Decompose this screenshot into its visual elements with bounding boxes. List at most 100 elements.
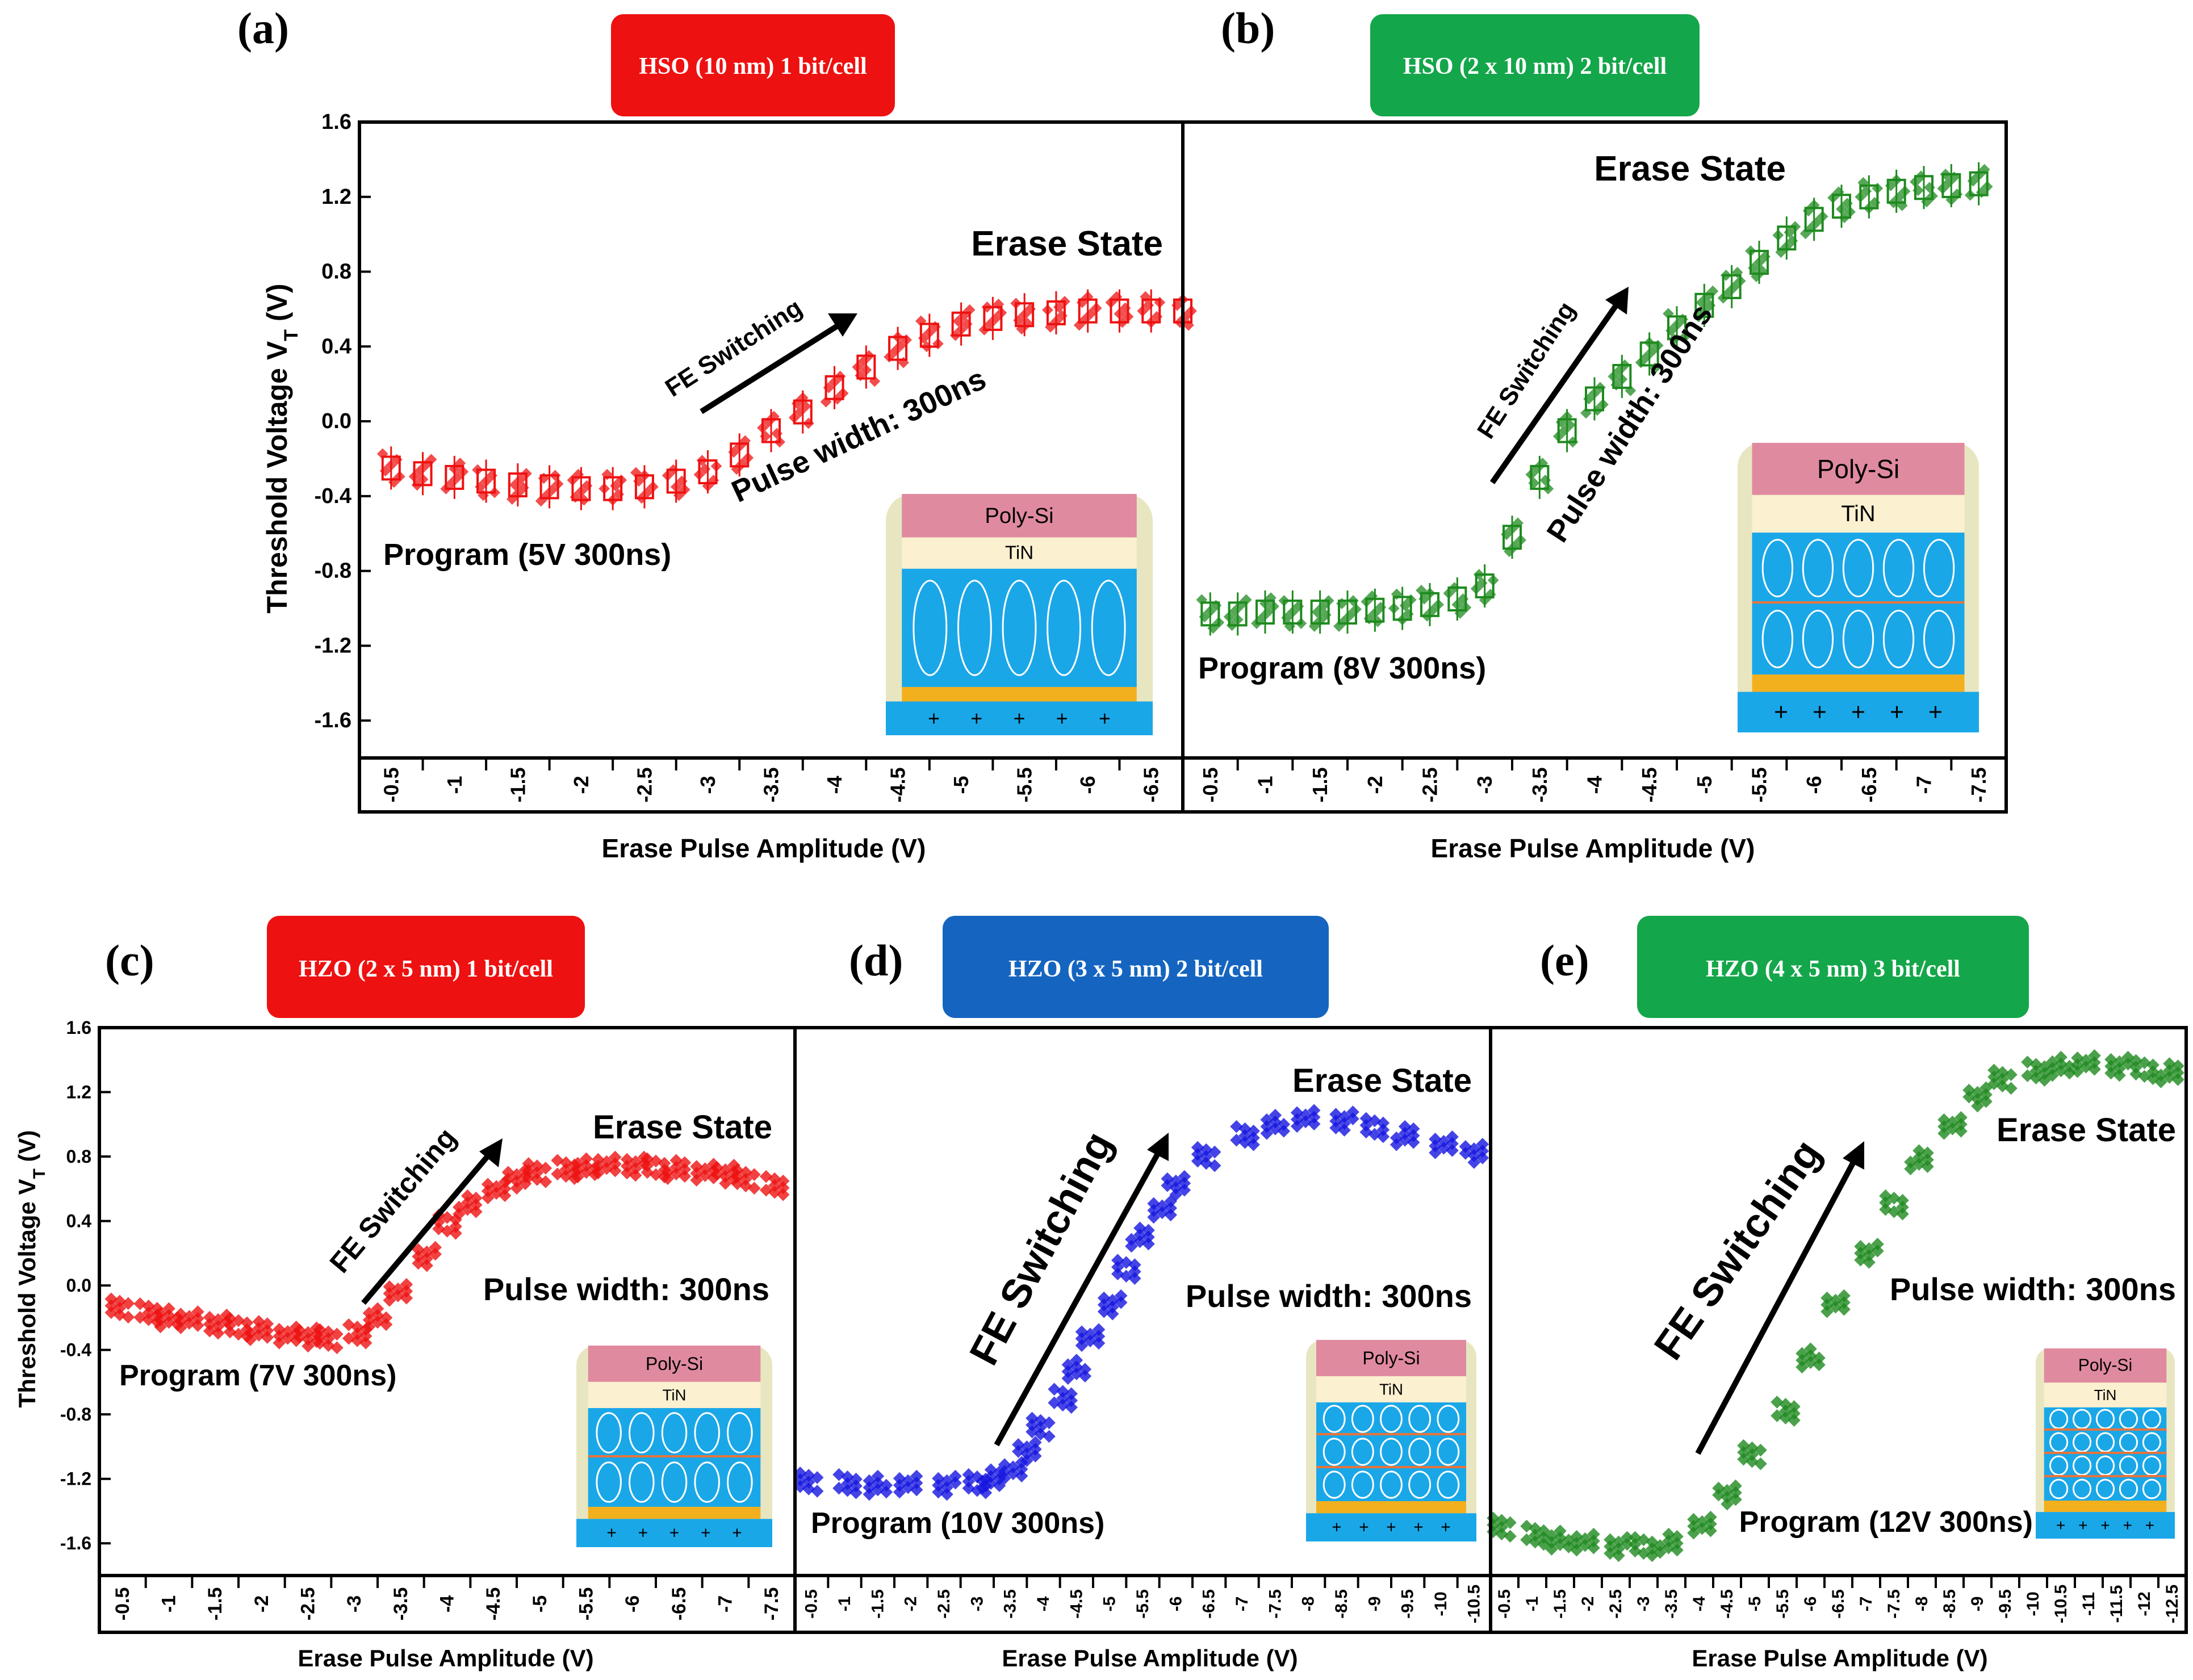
data-point [1501, 516, 1526, 559]
badge-c-text: HZO (2 x 5 nm) 1 bit/cell [299, 956, 553, 982]
poly-si-layer [1316, 1340, 1466, 1376]
x-tick-label: -1 [158, 1595, 180, 1612]
data-point [1962, 1081, 1993, 1113]
data-point [1820, 1289, 1851, 1318]
data-point [932, 1469, 962, 1501]
plot-d [793, 1104, 1489, 1501]
badge-e-text: HZO (4 x 5 nm) 3 bit/cell [1706, 956, 1960, 982]
dipole-icon [1761, 610, 1794, 669]
panel-b: (b) HSO (2 x 10 nm) 2 bit/cell Erase Pul… [1181, 3, 2008, 863]
pulse-width-label-d: Pulse width: 300ns [1186, 1278, 1472, 1314]
data-point [1026, 1411, 1056, 1443]
badge-c [267, 916, 585, 1018]
data-point [174, 1305, 204, 1334]
x-tick-label: -7.5 [761, 1587, 782, 1621]
x-tick-label: -0.5 [802, 1589, 821, 1619]
device-inset-d: Poly-Si TiN + + + + + [1306, 1340, 1476, 1541]
dipole-icon [2119, 1432, 2138, 1453]
x-tick-label: -5.5 [1013, 767, 1036, 802]
data-point [592, 1150, 622, 1180]
x-axis-title-d: Erase Pulse Amplitude (V) [1002, 1645, 1298, 1671]
y-tick-label: -0.8 [315, 559, 351, 583]
data-point [1223, 592, 1252, 636]
data-point [1290, 1104, 1321, 1133]
data-point [1545, 1524, 1575, 1556]
dipole-icon [1380, 1470, 1403, 1499]
fe-arrow-e [1695, 1159, 1857, 1455]
dipole-icon [1323, 1438, 1346, 1466]
data-point [1191, 1141, 1221, 1172]
plus-charge-icon: + [1056, 707, 1068, 730]
x-tick-label: -8 [1299, 1597, 1318, 1612]
fe-layer [1752, 604, 1965, 674]
badge-e [1637, 916, 2029, 1018]
x-tick-label: -11.5 [2107, 1585, 2126, 1623]
program-label-e: Program (12V 300ns) [1739, 1506, 2033, 1539]
x-tick-box-b [1181, 756, 2008, 814]
data-point [893, 1469, 923, 1499]
x-tick-label: -6.5 [1829, 1589, 1848, 1619]
data-point [104, 1292, 135, 1324]
dipole-icon [2049, 1432, 2069, 1453]
x-tick-labels-a: -0.5 -1 -1.5 -2 -2.5 -3 -3.5 -4 -4.5 -5 -5.5 -6 -6.5 [379, 758, 1163, 803]
fe-arrow-a [700, 322, 841, 414]
data-point [1552, 409, 1579, 453]
y-tick-label: 0.8 [66, 1146, 91, 1167]
plus-charge-icon: + [1928, 698, 1943, 726]
data-point [1308, 590, 1334, 634]
dipole-icon [629, 1412, 655, 1453]
dipole-icon [2095, 1455, 2115, 1476]
x-tick-label: -4 [1583, 776, 1606, 794]
plot-b [1196, 162, 1993, 636]
data-point [453, 1189, 483, 1221]
tin-layer [588, 1381, 761, 1409]
dipole-icon [1323, 1405, 1346, 1433]
data-point [1061, 1354, 1092, 1385]
interface-layer [588, 1507, 761, 1519]
data-point [2046, 1050, 2076, 1082]
x-tick-labels-b: -0.5 -1 -1.5 -2 -2.5 -3 -3.5 -4 -4.5 -5 -5.5 -6 -6.5… [1199, 758, 1990, 803]
data-point [915, 313, 944, 357]
interface-layer [902, 687, 1137, 702]
data-point [1604, 1531, 1634, 1562]
x-tick-label: -4.5 [1718, 1589, 1736, 1619]
data-point [1470, 564, 1499, 608]
x-tick-label: -8 [1912, 1597, 1931, 1612]
dipole-icon [1761, 539, 1794, 598]
data-point [1147, 1195, 1177, 1224]
plus-charge-icon: + [2123, 1516, 2132, 1534]
dipole-icon [1408, 1405, 1432, 1433]
x-tick-label: -1 [1523, 1597, 1542, 1612]
erase-state-label-b: Erase State [1594, 149, 1786, 188]
dipole-icon [661, 1412, 688, 1453]
data-point [1745, 241, 1771, 284]
x-tick-label: -5.5 [1133, 1589, 1152, 1619]
y-tick-label: 0.0 [321, 409, 351, 433]
x-tick-label: -9 [1968, 1597, 1987, 1612]
data-point [1580, 377, 1609, 421]
data-point [1964, 162, 1993, 206]
data-point [978, 296, 1007, 340]
data-point [630, 465, 659, 509]
y-tick-label: 0.4 [66, 1211, 92, 1231]
data-point [1459, 1138, 1489, 1169]
dipole-icon [596, 1461, 622, 1503]
x-tick-label: -7.5 [1885, 1589, 1903, 1619]
x-tick-label: -6.5 [668, 1587, 690, 1621]
data-point [1429, 1130, 1459, 1159]
data-point [1196, 592, 1225, 636]
dipole-icon [2142, 1478, 2162, 1499]
data-point [1910, 166, 1938, 210]
data-point [1987, 1063, 2018, 1095]
data-point [1854, 1238, 1884, 1269]
x-tick-label: -4.5 [1067, 1589, 1086, 1619]
data-point [728, 433, 754, 477]
data-point [863, 1469, 893, 1501]
plus-charge-icon: + [1332, 1518, 1341, 1537]
data-point [1570, 1527, 1600, 1557]
dipole-icon [913, 580, 948, 676]
panel-c: (c) HZO (2 x 5 nm) 1 bit/cell Threshold … [14, 916, 797, 1671]
x-tick-label: -2.5 [935, 1589, 953, 1619]
interface-layer [2044, 1501, 2167, 1513]
